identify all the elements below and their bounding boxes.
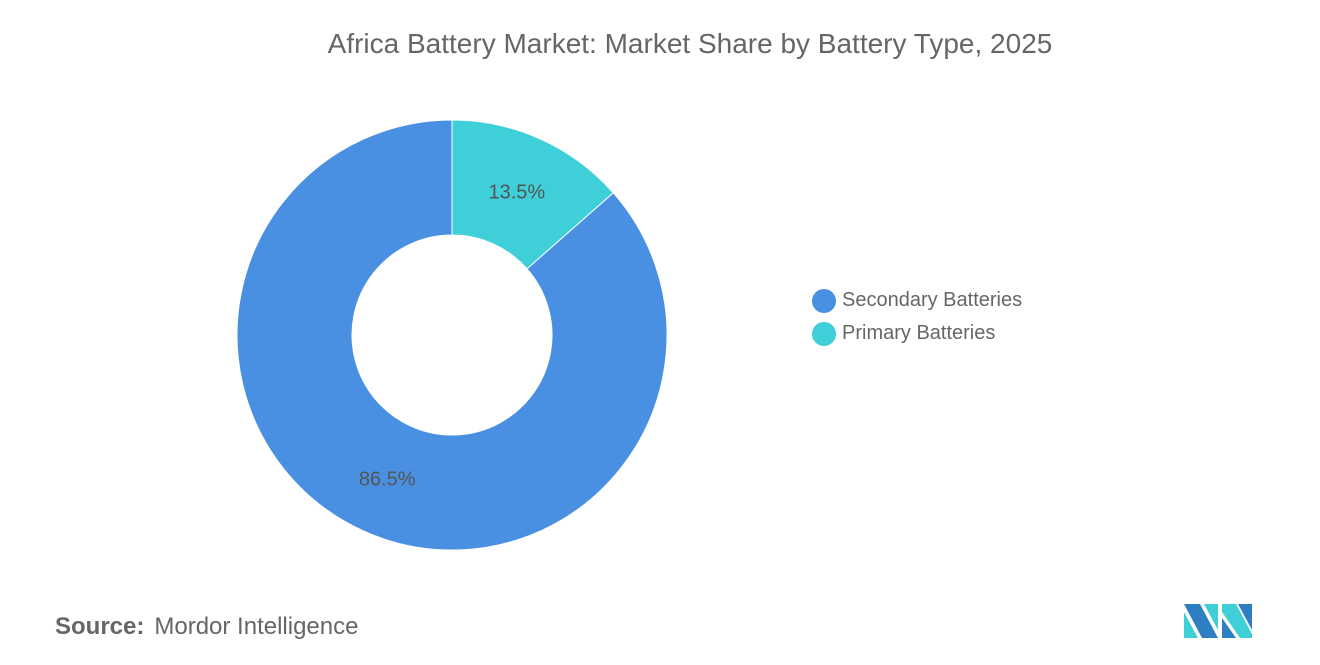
legend-swatch (812, 288, 836, 313)
data-label: 13.5% (488, 181, 545, 203)
chart-title: Africa Battery Market: Market Share by B… (327, 28, 1053, 59)
legend-label: Secondary Batteries (842, 289, 1023, 311)
slice-secondary-batteries[interactable] (236, 119, 668, 551)
legend-item-secondary[interactable]: Secondary Batteries (812, 284, 1022, 317)
source-label: Source: (55, 613, 145, 640)
legend-item-primary[interactable]: Primary Batteries (812, 317, 1022, 350)
source-value: Mordor Intelligence (154, 613, 359, 640)
legend-swatch (812, 321, 836, 346)
legend: Secondary Batteries Primary Batteries (812, 284, 1022, 350)
legend-label: Primary Batteries (842, 322, 996, 344)
source-note: Source: Mordor Intelligence (55, 613, 358, 641)
data-label: 86.5% (359, 469, 416, 491)
mordor-logo (1184, 604, 1252, 638)
